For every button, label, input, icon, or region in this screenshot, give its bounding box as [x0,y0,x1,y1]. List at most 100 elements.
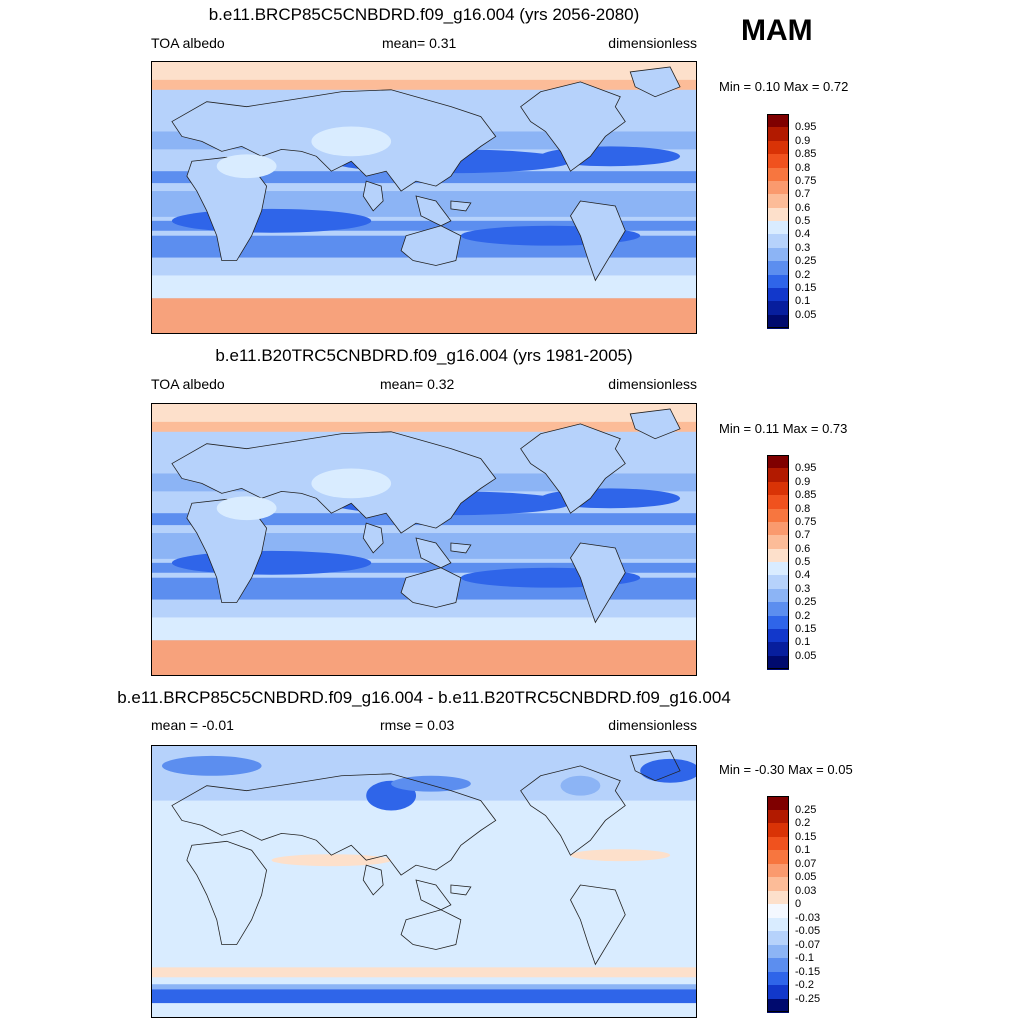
colorbar-tick-label: 0.2 [795,817,811,829]
colorbar-box [767,154,789,168]
colorbar-tick-label: -0.1 [795,952,814,964]
colorbar-box [767,850,789,864]
colorbar-tick-label: 0.15 [795,622,817,635]
colorbar-tick-label: 0.2 [795,268,811,281]
colorbar-tick-label: 0.75 [795,515,817,528]
panel-2-mean-label: mean= 0.32 [380,376,455,392]
colorbar-box [767,535,789,550]
colorbar-tick-label: 0.8 [795,502,811,515]
colorbar-tick-label: 0.9 [795,134,811,147]
panel-2-minmax: Min = 0.11 Max = 0.73 [719,421,848,436]
colorbar-tick-label: 0.4 [795,228,811,241]
panel-3-mean-label: mean = -0.01 [151,717,234,733]
panel-3-rmse-label: rmse = 0.03 [380,717,455,733]
colorbar-tick-label: 0.5 [795,556,811,568]
colorbar-tick-label: 0.05 [795,308,817,321]
colorbar-tick-label: 0.85 [795,489,817,502]
colorbar-tick-label: 0.9 [795,475,811,488]
colorbar-tick-label: 0.1 [795,844,811,856]
colorbar-box [767,642,789,657]
colorbar-box [767,917,789,932]
colorbar-tick-label: 0.2 [795,609,811,622]
season-label: MAM [741,14,813,47]
colorbar-box [767,602,789,616]
colorbar-box [767,548,789,563]
colorbar-tick-label: 0.95 [795,462,817,475]
colorbar-box [767,588,789,603]
colorbar-box [767,234,789,249]
colorbar-box [767,508,789,523]
panel-2-title: b.e11.B20TRC5CNBDRD.f09_g16.004 (yrs 198… [215,346,633,365]
colorbar-box [767,863,789,878]
colorbar-frame [767,796,789,1012]
colorbar-tick-label: 0.15 [795,830,817,843]
colorbar-box [767,809,789,824]
colorbar-tick-label: 0.3 [795,241,811,254]
panel-1-colorbar: 0.95 0.9 0.85 0.8 0.75 0.7 0.6 0.5 0.4 0.3 0.25 0.2… [767,114,816,329]
colorbar-box [767,904,789,918]
colorbar-tick-label: -0.05 [795,925,821,937]
colorbar-box [767,314,789,329]
colorbar-tick-label: -0.2 [795,979,814,991]
colorbar-box [767,167,789,182]
colorbar-box [767,455,789,469]
colorbar-tick-label: 0.25 [795,596,817,609]
colorbar-box [767,180,789,195]
colorbar-box [767,562,789,576]
panel-2-map [151,403,697,676]
colorbar-box [767,998,789,1013]
colorbar-tick-label: 0.4 [795,569,811,582]
colorbar-tick-label: -0.15 [795,965,821,978]
colorbar-box [767,615,789,630]
colorbar-tick-label: 0.05 [795,649,817,662]
colorbar-tick-label: 0.6 [795,542,811,555]
colorbar-tick-label: 0.75 [795,174,817,187]
colorbar-box [767,194,789,209]
colorbar-box [767,261,789,275]
colorbar-box [767,836,789,851]
colorbar-tick-label: 0.6 [795,201,811,214]
colorbar-tick-label: -0.07 [795,938,821,951]
colorbar-tick-label: 0.8 [795,161,811,174]
colorbar-tick-label: 0.95 [795,121,817,134]
panel-3-units-label: dimensionless [608,717,697,733]
colorbar-frame [767,114,789,328]
colorbar-box [767,958,789,972]
colorbar-tick-label: 0.03 [795,884,817,897]
panel-3-title: b.e11.BRCP85C5CNBDRD.f09_g16.004 - b.e11… [117,688,731,707]
colorbar-tick-label: 0.1 [795,295,811,308]
colorbar-box [767,823,789,837]
panel-2-units-label: dimensionless [608,376,697,392]
colorbar-box [767,971,789,986]
colorbar-tick-label: -0.25 [795,992,821,1005]
colorbar-tick-label: 0.05 [795,871,817,883]
colorbar-box [767,877,789,891]
colorbar-tick-label: 0.85 [795,148,817,161]
colorbar-box [767,287,789,302]
colorbar-box [767,301,789,316]
panel-1-variable-label: TOA albedo [151,35,225,51]
colorbar-box [767,521,789,536]
colorbar-box [767,207,789,222]
colorbar-box [767,274,789,289]
colorbar-box [767,931,789,945]
colorbar-tick-label: 0.15 [795,281,817,294]
colorbar-tick-label: 0.5 [795,215,811,227]
panel-3-map [151,745,697,1018]
colorbar-tick-label: 0.1 [795,636,811,649]
colorbar-box [767,495,789,509]
colorbar-box [767,127,789,142]
panel-3-colorbar: 0.25 0.2 0.15 0.1 0.07 0.05 0.03 0 -0.03 -0.05 -0.… [767,796,820,1013]
colorbar-box [767,575,789,590]
colorbar-tick-label: -0.03 [795,911,821,924]
colorbar-tick-label: 0.25 [795,803,817,816]
panel-2-variable-label: TOA albedo [151,376,225,392]
colorbar-box [767,247,789,262]
panel-2-colorbar: 0.95 0.9 0.85 0.8 0.75 0.7 0.6 0.5 0.4 0.3 0.25 0.2… [767,455,816,670]
colorbar-box [767,140,789,155]
colorbar-tick-label: 0.7 [795,188,811,201]
colorbar-tick-label: 0.07 [795,857,817,870]
colorbar-tick-label: 0 [795,898,802,910]
colorbar-box [767,655,789,670]
panel-1-minmax: Min = 0.10 Max = 0.72 [719,79,849,94]
